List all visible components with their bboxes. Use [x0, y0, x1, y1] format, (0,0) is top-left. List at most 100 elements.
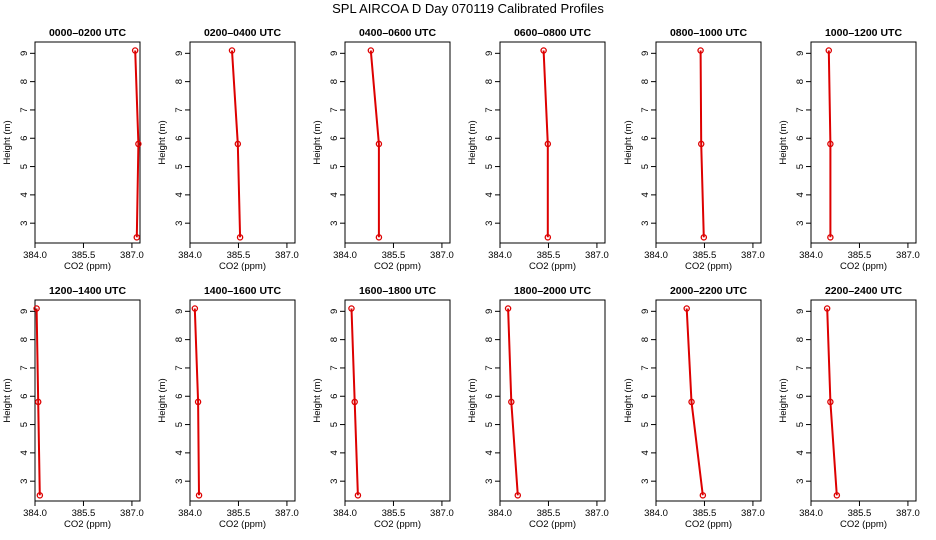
- y-tick-label: 7: [329, 365, 340, 370]
- y-tick-label: 7: [174, 107, 185, 112]
- y-tick-label: 4: [484, 192, 495, 197]
- x-tick-label: 384.0: [488, 508, 512, 519]
- data-point: [697, 140, 705, 148]
- x-axis-label: CO2 (ppm): [64, 261, 111, 272]
- y-tick-label: 6: [174, 136, 185, 141]
- data-point: [194, 398, 202, 406]
- plot-frame: [655, 41, 762, 244]
- x-tick-label: 387.0: [275, 250, 299, 261]
- y-tick-label: 4: [795, 450, 806, 455]
- plot-frame: [655, 299, 762, 502]
- x-tick-label: 387.0: [585, 508, 609, 519]
- panel-title: 1600–1800 UTC: [359, 285, 436, 297]
- y-tick-label: 4: [19, 450, 30, 455]
- y-tick-label: 7: [174, 365, 185, 370]
- y-tick-label: 6: [19, 394, 30, 399]
- y-axis-label: Height (m): [467, 120, 478, 164]
- data-point: [514, 492, 522, 499]
- y-tick-label: 3: [19, 221, 30, 226]
- data-point: [827, 234, 834, 241]
- x-tick-label: 385.5: [72, 250, 96, 261]
- y-tick-label: 7: [19, 365, 30, 370]
- x-tick-label: 385.5: [227, 250, 251, 261]
- x-tick-label: 384.0: [644, 250, 668, 261]
- data-point: [697, 47, 704, 54]
- y-tick-label: 4: [329, 450, 340, 455]
- y-tick-label: 5: [174, 164, 185, 169]
- data-point: [375, 234, 383, 241]
- data-point: [683, 305, 690, 312]
- x-tick-label: 387.0: [120, 508, 144, 519]
- y-tick-label: 5: [484, 422, 495, 427]
- y-tick-label: 8: [174, 79, 185, 84]
- data-point: [33, 305, 40, 312]
- y-axis-label: Height (m): [778, 120, 789, 164]
- data-point: [833, 492, 841, 499]
- series-line: [231, 50, 242, 238]
- y-tick-label: 8: [795, 79, 806, 84]
- y-tick-label: 6: [19, 136, 30, 141]
- y-tick-label: 5: [795, 164, 806, 169]
- y-tick-label: 9: [174, 309, 185, 314]
- data-point: [228, 47, 236, 54]
- x-tick-label: 385.5: [848, 508, 872, 519]
- plot-frame: [810, 299, 917, 502]
- y-axis-label: Height (m): [778, 378, 789, 422]
- y-axis-label: Height (m): [312, 120, 323, 164]
- plot-frame: [499, 41, 606, 244]
- series-line: [699, 50, 705, 238]
- data-point: [36, 492, 44, 499]
- y-tick-label: 5: [19, 164, 30, 169]
- data-point: [191, 305, 199, 312]
- y-tick-label: 4: [19, 192, 30, 197]
- x-axis-label: CO2 (ppm): [529, 261, 576, 272]
- data-point: [544, 140, 552, 148]
- y-axis-label: Height (m): [623, 120, 634, 164]
- y-axis-label: Height (m): [623, 378, 634, 422]
- y-tick-label: 6: [795, 136, 806, 141]
- y-tick-label: 8: [19, 79, 30, 84]
- panel-title: 0400–0600 UTC: [359, 27, 436, 39]
- y-tick-label: 8: [329, 337, 340, 342]
- y-tick-label: 9: [795, 309, 806, 314]
- y-tick-label: 7: [484, 365, 495, 370]
- y-tick-label: 5: [640, 164, 651, 169]
- data-point: [195, 492, 203, 499]
- y-tick-label: 5: [484, 164, 495, 169]
- y-tick-label: 8: [329, 79, 340, 84]
- panel-grid: 0000–0200 UTC 384.0 385.5 387.0 CO2 (ppm) 3 4 5…: [2, 27, 920, 530]
- y-tick-label: 5: [329, 422, 340, 427]
- data-point: [827, 398, 834, 406]
- x-tick-label: 385.5: [537, 508, 561, 519]
- x-tick-label: 384.0: [488, 250, 512, 261]
- data-point: [508, 398, 515, 406]
- panel-title: 1200–1400 UTC: [49, 285, 126, 297]
- panel-title: 0200–0400 UTC: [204, 27, 281, 39]
- panel-10: 1800–2000 UTC 384.0 385.5 387.0 CO2 (ppm) 3 4 5…: [467, 285, 609, 530]
- x-tick-label: 385.5: [72, 508, 96, 519]
- data-point: [700, 234, 708, 241]
- y-tick-label: 9: [484, 51, 495, 56]
- y-tick-label: 9: [19, 309, 30, 314]
- x-axis-label: CO2 (ppm): [685, 261, 732, 272]
- y-axis-label: Height (m): [2, 378, 13, 422]
- y-axis-label: Height (m): [312, 378, 323, 422]
- y-tick-label: 9: [484, 309, 495, 314]
- data-point: [827, 140, 834, 148]
- data-point: [236, 234, 244, 241]
- y-tick-label: 3: [795, 221, 806, 226]
- panel-title: 1800–2000 UTC: [514, 285, 591, 297]
- y-tick-label: 3: [640, 479, 651, 484]
- series-line: [826, 308, 838, 496]
- y-axis-label: Height (m): [2, 120, 13, 164]
- y-tick-label: 8: [484, 79, 495, 84]
- y-axis-label: Height (m): [157, 120, 168, 164]
- data-point: [825, 47, 833, 54]
- y-tick-label: 4: [640, 192, 651, 197]
- y-tick-label: 9: [19, 51, 30, 56]
- panel-6: 1000–1200 UTC 384.0 385.5 387.0 CO2 (ppm) 3 4 5…: [778, 27, 920, 272]
- panel-1: 0000–0200 UTC 384.0 385.5 387.0 CO2 (ppm) 3 4 5…: [2, 27, 144, 272]
- panel-title: 2200–2400 UTC: [825, 285, 902, 297]
- data-point: [540, 47, 547, 54]
